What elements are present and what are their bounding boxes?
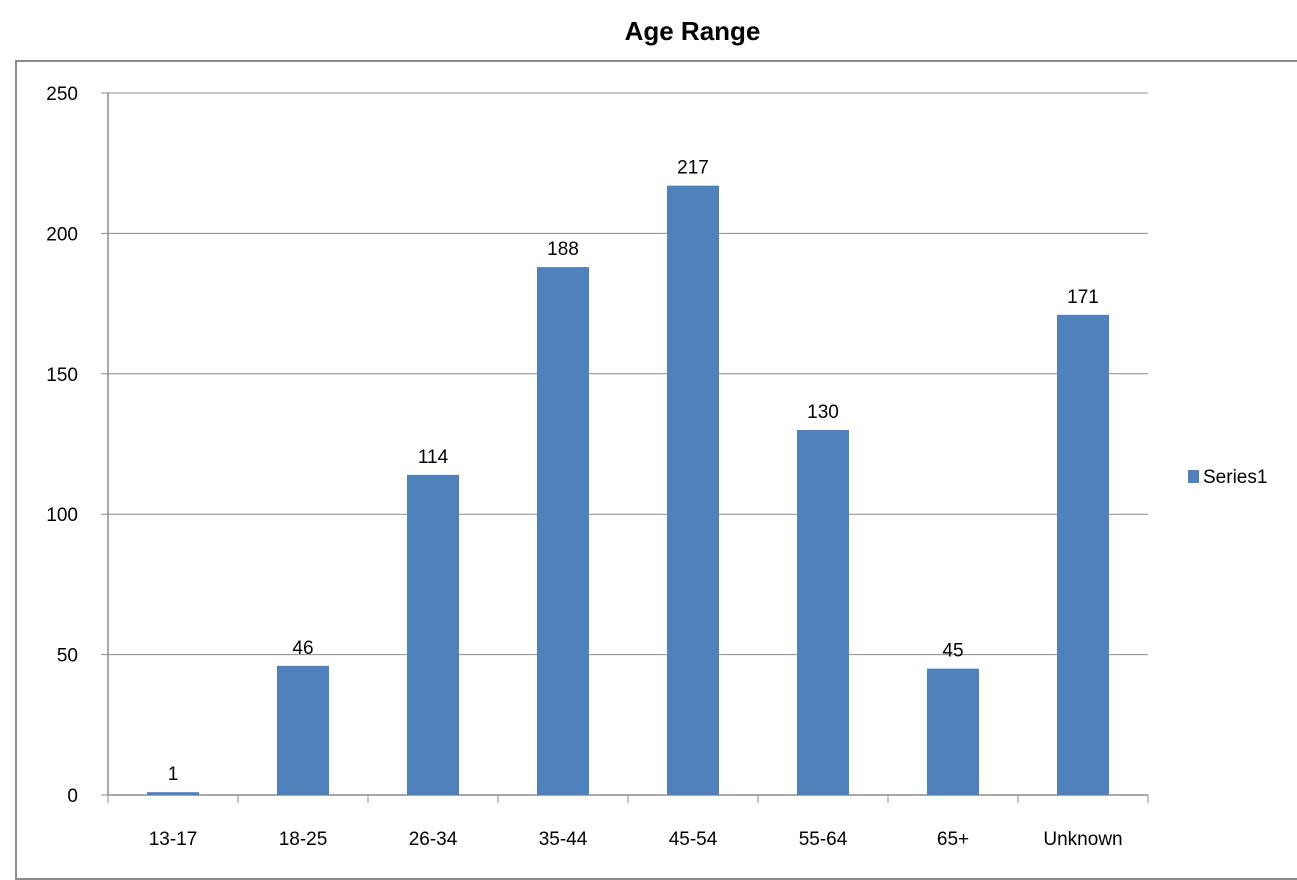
bar bbox=[667, 185, 719, 795]
y-tick-label: 200 bbox=[46, 224, 78, 245]
x-tick-label: 35-44 bbox=[539, 829, 588, 850]
data-label: 188 bbox=[547, 239, 579, 260]
legend-swatch bbox=[1188, 470, 1199, 483]
y-tick-label: 0 bbox=[67, 786, 78, 807]
bar bbox=[277, 665, 329, 795]
bar bbox=[537, 267, 589, 795]
legend-label: Series1 bbox=[1203, 467, 1267, 488]
data-label: 171 bbox=[1067, 287, 1099, 308]
bar bbox=[147, 792, 199, 795]
bar bbox=[797, 429, 849, 795]
x-tick-label: 45-54 bbox=[669, 829, 718, 850]
data-label: 46 bbox=[292, 638, 313, 659]
data-label: 45 bbox=[942, 641, 963, 662]
y-tick-label: 100 bbox=[46, 505, 78, 526]
data-label: 1 bbox=[168, 764, 179, 785]
y-tick-label: 50 bbox=[57, 646, 78, 667]
x-tick-label: 13-17 bbox=[149, 829, 198, 850]
x-tick-label: 26-34 bbox=[409, 829, 458, 850]
bar bbox=[407, 474, 459, 795]
x-tick-label: 18-25 bbox=[279, 829, 328, 850]
x-tick-label: Unknown bbox=[1043, 829, 1122, 850]
x-tick-label: 55-64 bbox=[799, 829, 848, 850]
bar bbox=[1057, 314, 1109, 795]
data-label: 217 bbox=[677, 158, 709, 179]
chart-title: Age Range bbox=[624, 16, 761, 46]
y-tick-label: 250 bbox=[46, 84, 78, 105]
x-tick-label: 65+ bbox=[937, 829, 969, 850]
data-label: 130 bbox=[807, 402, 839, 423]
bar bbox=[927, 668, 979, 795]
y-tick-label: 150 bbox=[46, 365, 78, 386]
data-label: 114 bbox=[418, 447, 449, 468]
